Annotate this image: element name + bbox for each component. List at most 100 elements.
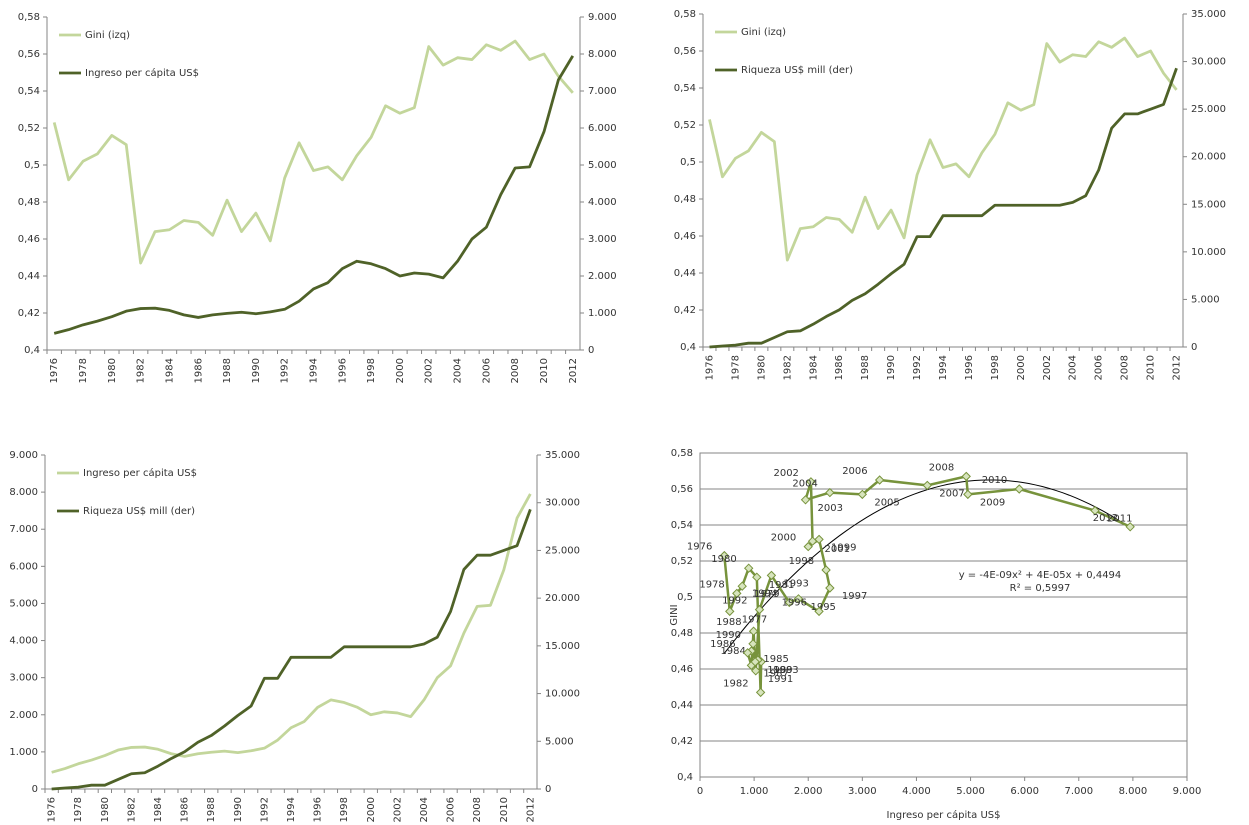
point [755,687,766,698]
y2-tick-label: 6.000 [588,123,617,134]
point-label: 2000 [771,533,796,544]
trendline [723,479,1131,654]
legend-label: Gini (izq) [85,30,130,41]
y2-tick-label: 20.000 [545,593,580,604]
legend-label: Ingreso per cápita US$ [83,467,197,479]
x-tick-label: 2008 [1120,355,1131,380]
y-tick-label: 0,42 [671,736,693,747]
x-tick-label: 2012 [525,797,536,822]
y-tick-label: 5.000 [9,598,38,609]
point-label: 1989 [767,665,792,676]
y-tick-label: 7.000 [9,524,38,535]
series-line [51,508,532,791]
point [784,597,794,608]
x-tick-label: 8.000 [1119,786,1148,797]
point-label: 1990 [716,630,741,641]
point-label: 1994 [752,588,777,599]
x-tick-label: 2000 [366,797,377,822]
x-tick-label: 1976 [704,355,715,380]
y-tick-label: 0,46 [671,664,693,675]
x-axis-label: Ingreso per cápita US$ [887,809,1001,821]
point-label: 2009 [980,497,1005,508]
y2-tick-label: 0 [588,345,594,356]
y-tick-label: 0,58 [671,448,693,459]
y2-tick-label: 10.000 [1191,247,1226,258]
x-tick-label: 2006 [481,358,492,383]
x-tick-label: 1982 [126,797,137,822]
y-tick-label: 0,48 [671,628,693,639]
y2-tick-label: 5.000 [588,160,617,171]
point [748,639,758,649]
x-tick-label: 1992 [912,355,923,380]
point [803,541,813,552]
x-tick-label: 1976 [49,358,60,383]
y2-tick-label: 4.000 [588,197,617,208]
point-label: 1993 [783,578,808,589]
point [737,581,747,591]
annotation: R² = 0,5997 [1010,583,1071,594]
y-tick-label: 0,46 [674,231,696,242]
point [857,489,868,500]
y2-tick-label: 35.000 [1191,9,1226,20]
series-line [708,36,1178,262]
point [742,648,753,658]
y2-tick-label: 7.000 [588,86,617,97]
x-tick-label: 1986 [180,797,191,822]
x-tick-label: 3.000 [848,786,877,797]
x-tick-label: 1978 [730,355,741,380]
point-label: 2005 [874,497,899,508]
x-tick-label: 6.000 [1010,786,1039,797]
point [725,606,735,617]
y-tick-label: 0,58 [674,9,696,20]
y2-tick-label: 20.000 [1191,152,1226,163]
y-tick-label: 0,52 [671,556,693,567]
point [807,536,818,546]
x-tick-label: 1994 [286,797,297,822]
y-tick-label: 0,46 [18,234,40,245]
point-label: 1992 [722,596,747,607]
point [825,583,835,593]
x-tick-label: 2.000 [794,786,823,797]
y2-tick-label: 5.000 [545,736,574,747]
x-tick-label: 5.000 [956,786,985,797]
x-tick-label: 1980 [756,355,767,380]
y2-tick-label: 5.000 [1191,294,1220,305]
x-tick-label: 1976 [47,797,58,822]
x-tick-label: 4.000 [902,786,931,797]
y-tick-label: 4.000 [9,636,38,647]
point-label: 2006 [842,466,867,477]
x-tick-label: 0 [697,786,703,797]
x-tick-label: 1984 [808,355,819,380]
y-tick-label: 3.000 [9,673,38,684]
point [1125,522,1135,532]
y-tick-label: 0,42 [18,308,40,319]
point-label: 1988 [716,617,741,628]
x-tick-label: 1996 [313,797,324,822]
x-tick-label: 2000 [1016,355,1027,380]
x-tick-label: 2010 [499,797,510,822]
point [825,487,835,498]
y-tick-label: 0,56 [18,49,40,60]
point-label: 2010 [982,475,1007,486]
y-tick-label: 0,5 [680,157,696,168]
x-tick-label: 2004 [419,797,430,822]
point-label: 1987 [763,668,788,679]
point [800,495,811,505]
x-tick-label: 1998 [339,797,350,822]
x-tick-label: 1998 [366,358,377,383]
point-label: 2007 [939,488,964,499]
y2-tick-label: 0 [1191,342,1197,353]
x-tick-label: 1996 [337,358,348,383]
y-tick-label: 0,54 [671,520,693,531]
point-label: 2011 [1107,514,1132,525]
y2-tick-label: 1.000 [588,308,617,319]
x-tick-label: 1996 [964,355,975,380]
y-tick-label: 0,4 [24,345,40,356]
y-tick-label: 8.000 [9,487,38,498]
y2-tick-label: 10.000 [545,689,580,700]
y-tick-label: 0,5 [24,160,40,171]
point-label: 1977 [742,614,767,625]
x-tick-label: 1982 [782,355,793,380]
point-label: 2008 [929,462,954,473]
